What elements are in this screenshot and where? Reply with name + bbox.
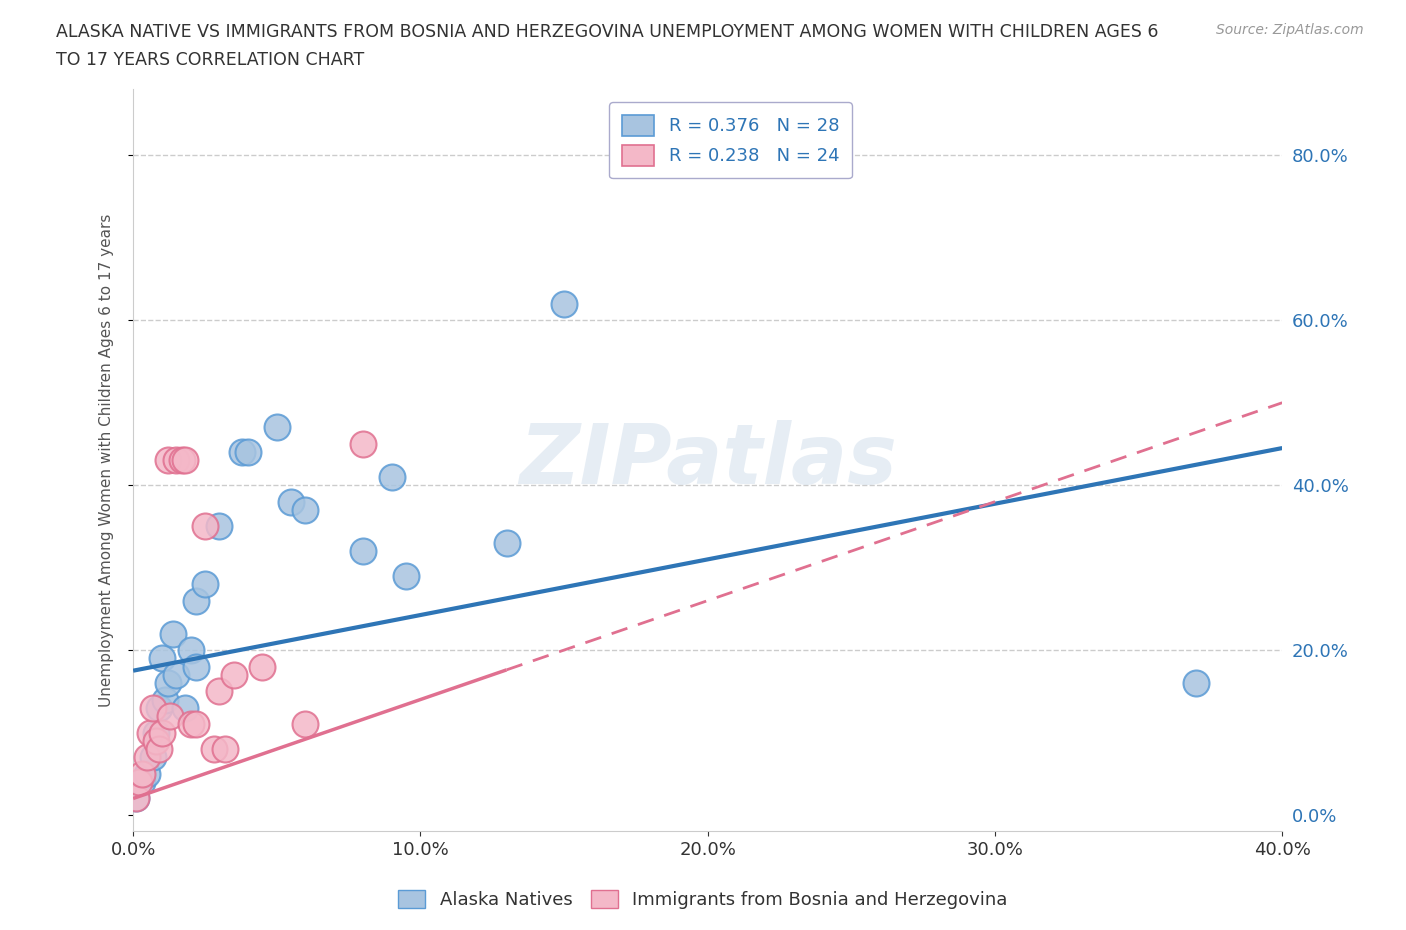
Point [142, 700, 165, 715]
Point [136, 750, 159, 764]
Point [125, 791, 148, 806]
Point [153, 692, 176, 707]
Point [1185, 675, 1208, 690]
Point [231, 445, 253, 459]
Text: TO 17 YEARS CORRELATION CHART: TO 17 YEARS CORRELATION CHART [56, 51, 364, 69]
Point [173, 453, 195, 468]
Point [208, 519, 231, 534]
Point [180, 643, 202, 658]
Point [381, 470, 404, 485]
Point [495, 536, 517, 551]
Point [150, 651, 173, 666]
Point [186, 717, 208, 732]
Legend: R = 0.376   N = 28, R = 0.238   N = 24: R = 0.376 N = 28, R = 0.238 N = 24 [609, 102, 852, 179]
Point [131, 775, 153, 790]
Point [186, 593, 208, 608]
Point [139, 725, 162, 740]
Point [131, 766, 153, 781]
Point [159, 709, 181, 724]
Text: ZIPatlas: ZIPatlas [519, 420, 897, 501]
Text: Source: ZipAtlas.com: Source: ZipAtlas.com [1216, 23, 1364, 37]
Point [395, 568, 418, 583]
Point [194, 577, 217, 591]
Point [202, 741, 225, 756]
Point [142, 750, 165, 764]
Point [186, 659, 208, 674]
Point [266, 420, 288, 435]
Point [156, 453, 179, 468]
Point [214, 741, 236, 756]
Point [148, 741, 170, 756]
Point [165, 668, 187, 683]
Point [173, 700, 195, 715]
Point [165, 453, 187, 468]
Y-axis label: Unemployment Among Women with Children Ages 6 to 17 years: Unemployment Among Women with Children A… [100, 214, 114, 707]
Point [136, 766, 159, 781]
Legend: Alaska Natives, Immigrants from Bosnia and Herzegovina: Alaska Natives, Immigrants from Bosnia a… [391, 883, 1015, 916]
Point [294, 717, 316, 732]
Point [180, 717, 202, 732]
Point [162, 626, 184, 641]
Point [252, 659, 274, 674]
Point [236, 445, 259, 459]
Point [145, 734, 167, 749]
Point [170, 453, 193, 468]
Point [125, 791, 148, 806]
Point [222, 668, 245, 683]
Point [294, 502, 316, 517]
Point [148, 700, 170, 715]
Point [280, 494, 302, 509]
Point [156, 675, 179, 690]
Point [553, 297, 575, 312]
Point [352, 436, 374, 451]
Point [145, 725, 167, 740]
Point [128, 775, 150, 790]
Point [352, 544, 374, 559]
Point [150, 725, 173, 740]
Point [208, 684, 231, 698]
Point [194, 519, 217, 534]
Text: ALASKA NATIVE VS IMMIGRANTS FROM BOSNIA AND HERZEGOVINA UNEMPLOYMENT AMONG WOMEN: ALASKA NATIVE VS IMMIGRANTS FROM BOSNIA … [56, 23, 1159, 41]
